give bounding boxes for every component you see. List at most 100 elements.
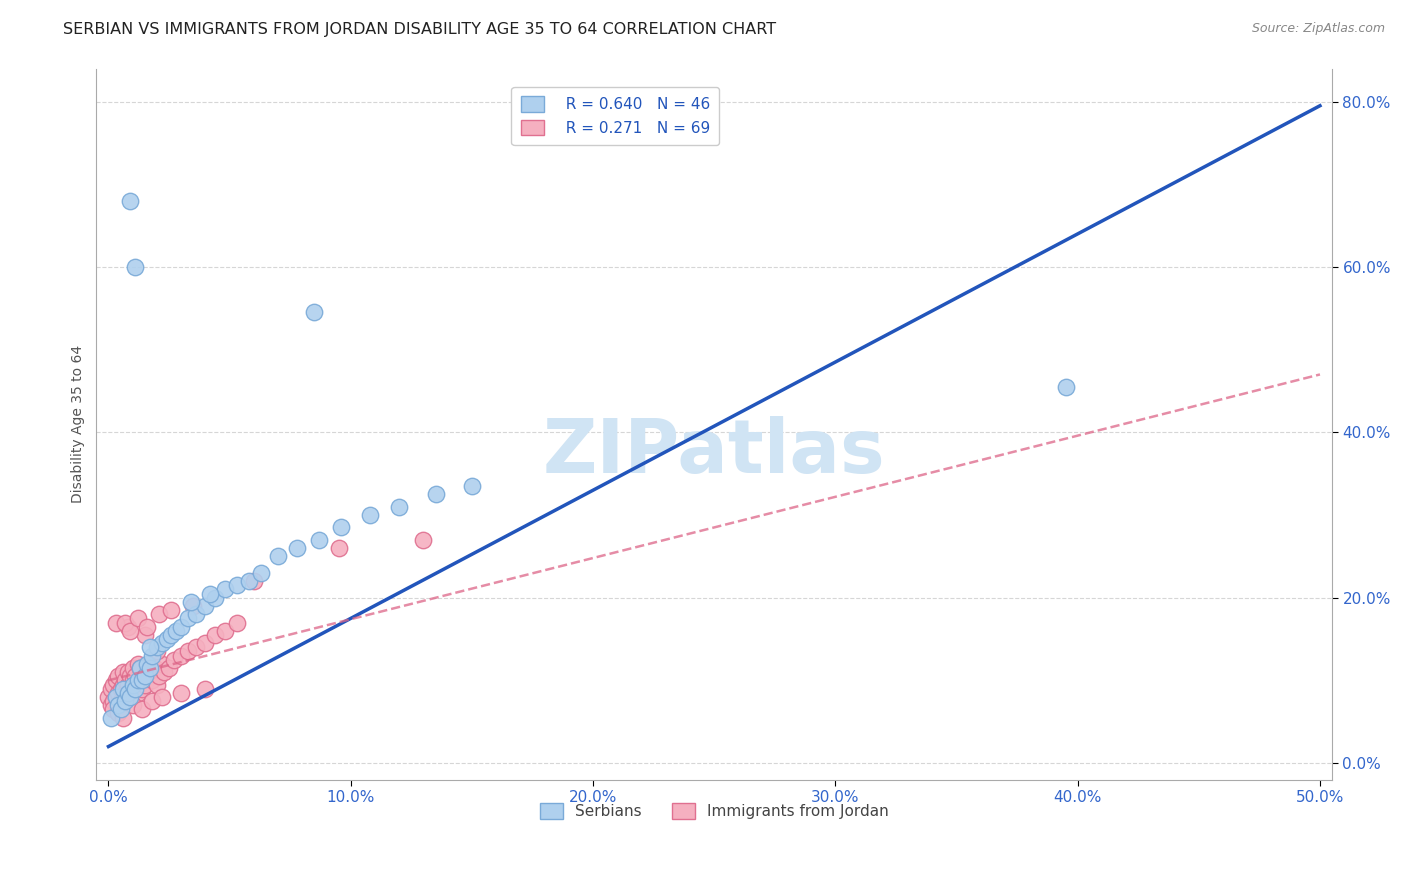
Point (100, 710, 122, 724)
Point (267, 549, 290, 564)
Point (100, 681, 122, 696)
Point (238, 574, 260, 589)
Point (120, 194, 142, 208)
Point (146, 640, 169, 655)
Point (148, 607, 170, 622)
Point (134, 628, 156, 642)
Point (117, 677, 139, 691)
Point (165, 624, 187, 638)
Point (170, 620, 193, 634)
Point (120, 669, 142, 683)
Point (146, 677, 169, 691)
Point (177, 611, 200, 625)
Point (103, 702, 125, 716)
Point (97, 690, 120, 704)
Point (143, 661, 166, 675)
Point (121, 677, 143, 691)
Point (184, 607, 207, 622)
Point (136, 657, 159, 671)
Point (138, 657, 160, 671)
Point (141, 648, 163, 663)
Point (131, 702, 153, 716)
Point (359, 508, 381, 522)
Point (104, 673, 127, 688)
Point (107, 669, 129, 683)
Point (134, 677, 156, 691)
Point (214, 624, 236, 638)
Point (121, 673, 143, 688)
Point (243, 574, 266, 589)
Text: SERBIAN VS IMMIGRANTS FROM JORDAN DISABILITY AGE 35 TO 64 CORRELATION CHART: SERBIAN VS IMMIGRANTS FROM JORDAN DISABI… (63, 22, 776, 37)
Point (110, 702, 132, 716)
Point (204, 628, 226, 642)
Point (157, 661, 180, 675)
Y-axis label: Disability Age 35 to 64: Disability Age 35 to 64 (72, 345, 86, 503)
Point (177, 644, 200, 658)
Point (107, 686, 129, 700)
Text: Source: ZipAtlas.com: Source: ZipAtlas.com (1251, 22, 1385, 36)
Point (170, 686, 193, 700)
Point (124, 669, 146, 683)
Point (114, 615, 136, 630)
Point (141, 694, 163, 708)
Point (131, 673, 153, 688)
Point (134, 669, 156, 683)
Point (124, 681, 146, 696)
Point (114, 694, 136, 708)
Point (250, 566, 273, 580)
Point (129, 661, 152, 675)
Point (103, 694, 125, 708)
Point (181, 599, 204, 613)
Point (163, 653, 186, 667)
Point (114, 673, 136, 688)
Point (170, 648, 193, 663)
Point (1054, 380, 1077, 394)
Point (107, 698, 129, 713)
Point (153, 665, 176, 679)
Point (111, 681, 134, 696)
Point (388, 500, 411, 514)
Point (129, 661, 152, 675)
Point (104, 690, 127, 704)
Point (412, 533, 434, 547)
Point (103, 677, 125, 691)
Point (214, 582, 236, 597)
Point (117, 620, 139, 634)
Point (111, 677, 134, 691)
Point (330, 520, 353, 534)
Point (225, 615, 247, 630)
Point (100, 698, 122, 713)
Point (131, 681, 153, 696)
Point (148, 669, 170, 683)
Point (121, 698, 143, 713)
Point (120, 690, 142, 704)
Point (156, 632, 179, 646)
Point (225, 578, 247, 592)
Point (150, 636, 173, 650)
Point (127, 673, 149, 688)
Point (304, 305, 326, 319)
Point (461, 479, 484, 493)
Point (146, 644, 169, 658)
Text: ZIPatlas: ZIPatlas (543, 416, 886, 489)
Point (141, 673, 163, 688)
Point (120, 690, 142, 704)
Legend: Serbians, Immigrants from Jordan: Serbians, Immigrants from Jordan (533, 797, 896, 825)
Point (160, 603, 183, 617)
Point (138, 640, 160, 655)
Point (204, 591, 226, 605)
Point (194, 636, 217, 650)
Point (124, 260, 146, 274)
Point (328, 541, 350, 555)
Point (160, 628, 183, 642)
Point (194, 681, 217, 696)
Point (138, 661, 160, 675)
Point (104, 615, 127, 630)
Point (117, 665, 139, 679)
Point (184, 640, 207, 655)
Point (111, 665, 134, 679)
Point (120, 624, 142, 638)
Point (124, 681, 146, 696)
Point (194, 599, 217, 613)
Point (308, 533, 330, 547)
